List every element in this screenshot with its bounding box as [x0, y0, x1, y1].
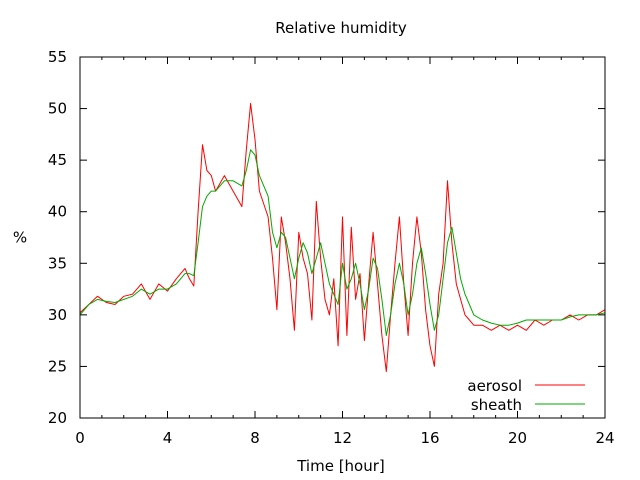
x-tick-label: 8	[250, 429, 260, 447]
legend-label-aerosol: aerosol	[467, 377, 522, 395]
series-layer	[79, 102, 606, 373]
x-tick-label: 4	[163, 429, 173, 447]
y-tick-label: 45	[48, 151, 67, 169]
y-tick-label: 20	[48, 409, 67, 427]
y-axis-label: %	[13, 229, 27, 247]
plot-frame	[79, 56, 606, 419]
axis-ticks	[79, 56, 606, 419]
y-tick-label: 35	[48, 254, 67, 272]
series-line-aerosol	[79, 102, 606, 373]
x-tick-label: 20	[508, 429, 527, 447]
y-tick-label: 25	[48, 357, 67, 375]
legend-label-sheath: sheath	[471, 396, 522, 414]
y-tick-label: 40	[48, 203, 67, 221]
x-tick-label: 24	[595, 429, 614, 447]
x-tick-label: 16	[420, 429, 439, 447]
series-line-sheath	[79, 149, 606, 336]
x-tick-label: 12	[333, 429, 352, 447]
legend: aerosol sheath	[467, 377, 585, 414]
x-axis-label: Time [hour]	[296, 457, 385, 475]
y-tick-label: 50	[48, 100, 67, 118]
y-tick-label: 30	[48, 306, 67, 324]
y-tick-label: 55	[48, 48, 67, 66]
axis-tick-labels: 20 25 30 35 40 45 50 55 0 4 8 12 16 20 24	[48, 48, 615, 447]
chart-title: Relative humidity	[275, 19, 407, 37]
x-tick-label: 0	[75, 429, 85, 447]
